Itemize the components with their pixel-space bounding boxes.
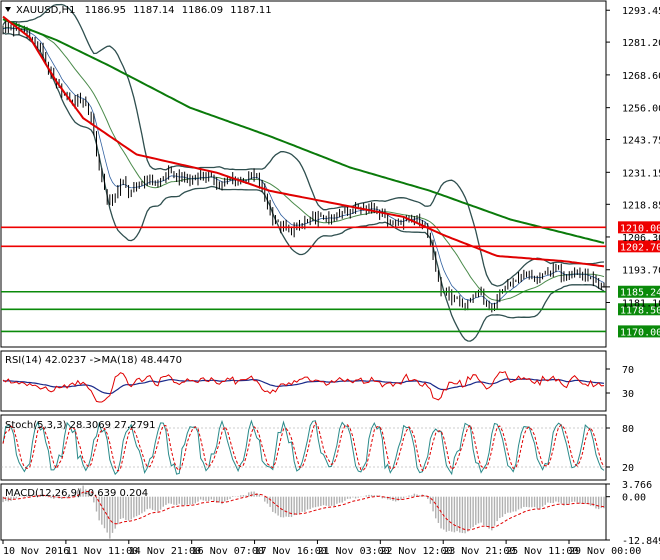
- level-tag-label: 1202.70: [620, 242, 660, 253]
- bollinger-upper: [2, 3, 605, 287]
- x-tick-label: 11 Nov 11:00: [66, 546, 138, 557]
- x-tick-label: 14 Nov 21:00: [129, 546, 201, 557]
- stoch-k-line: [2, 419, 605, 476]
- x-tick-label: 22 Nov 12:00: [380, 546, 452, 557]
- y-tick-label: 1243.75: [622, 136, 660, 147]
- sub-y-tick-label: 20: [622, 463, 634, 474]
- level-tag-label: 1178.50: [620, 305, 660, 316]
- sub-y-tick-label: 3.766: [622, 480, 652, 491]
- sub-y-tick-label: 0.00: [622, 493, 646, 504]
- sub-y-tick-label: 70: [622, 365, 634, 376]
- y-tick-label: 1181.10: [622, 299, 660, 310]
- sub-y-tick-label: 30: [622, 389, 634, 400]
- level-tag: [618, 285, 660, 298]
- level-tag-label: 1185.24: [620, 288, 660, 299]
- y-tick-label: 1293.45: [622, 6, 660, 17]
- dropdown-arrow-icon[interactable]: [5, 7, 11, 12]
- rsi-line: [2, 371, 605, 403]
- main-panel: [0, 0, 607, 348]
- x-tick-label: 23 Nov 21:00: [443, 546, 515, 557]
- y-tick-label: 1206.30: [622, 233, 660, 244]
- stoch-d-line: [2, 421, 605, 472]
- rsi-title: RSI(14) 42.0237 ->MA(18) 48.4470: [5, 355, 182, 366]
- x-tick-label: 16 Nov 07:00: [192, 546, 264, 557]
- y-tick-label: 1231.15: [622, 168, 660, 179]
- y-tick-label: 1268.60: [622, 71, 660, 82]
- bollinger-lower: [2, 32, 605, 342]
- ma-fast-line: [2, 15, 605, 268]
- x-tick-label: 21 Nov 03:00: [317, 546, 389, 557]
- ema-line: [2, 27, 605, 305]
- level-tag: [618, 240, 660, 253]
- stoch-title: Stoch(5,3,3) 28.3069 27.2791: [5, 420, 156, 431]
- level-tag-label: 1170.00: [620, 327, 660, 338]
- level-tag: [618, 325, 660, 338]
- x-tick-label: 17 Nov 16:00: [255, 546, 327, 557]
- y-tick-label: 1281.20: [622, 38, 660, 49]
- symbol-title: XAUUSD,H1 1186.95 1187.14 1186.09 1187.1…: [16, 5, 272, 16]
- stoch-panel: [0, 414, 607, 481]
- sub-y-tick-label: 80: [622, 424, 634, 435]
- x-tick-label: 10 Nov 2016: [3, 546, 69, 557]
- bollinger-middle: [2, 26, 605, 301]
- y-tick-label: 1218.85: [622, 200, 660, 211]
- x-tick-label: 25 Nov 11:00: [506, 546, 578, 557]
- ma-slow-line: [2, 18, 605, 244]
- sub-y-tick-label: -12.849: [622, 536, 660, 547]
- level-tag: [618, 303, 660, 316]
- level-tag: [618, 221, 660, 234]
- y-tick-label: 1193.70: [622, 266, 660, 277]
- macd-signal-line: [2, 490, 605, 531]
- rsi-ma-line: [2, 378, 605, 395]
- rsi-panel: [0, 350, 607, 412]
- x-tick-label: 29 Nov 00:00: [569, 546, 641, 557]
- level-tag-label: 1210.00: [620, 223, 660, 234]
- macd-title: MACD(12,26,9) -0.639 0.204: [5, 488, 148, 499]
- y-tick-label: 1256.00: [622, 104, 660, 115]
- macd-panel: [0, 483, 607, 541]
